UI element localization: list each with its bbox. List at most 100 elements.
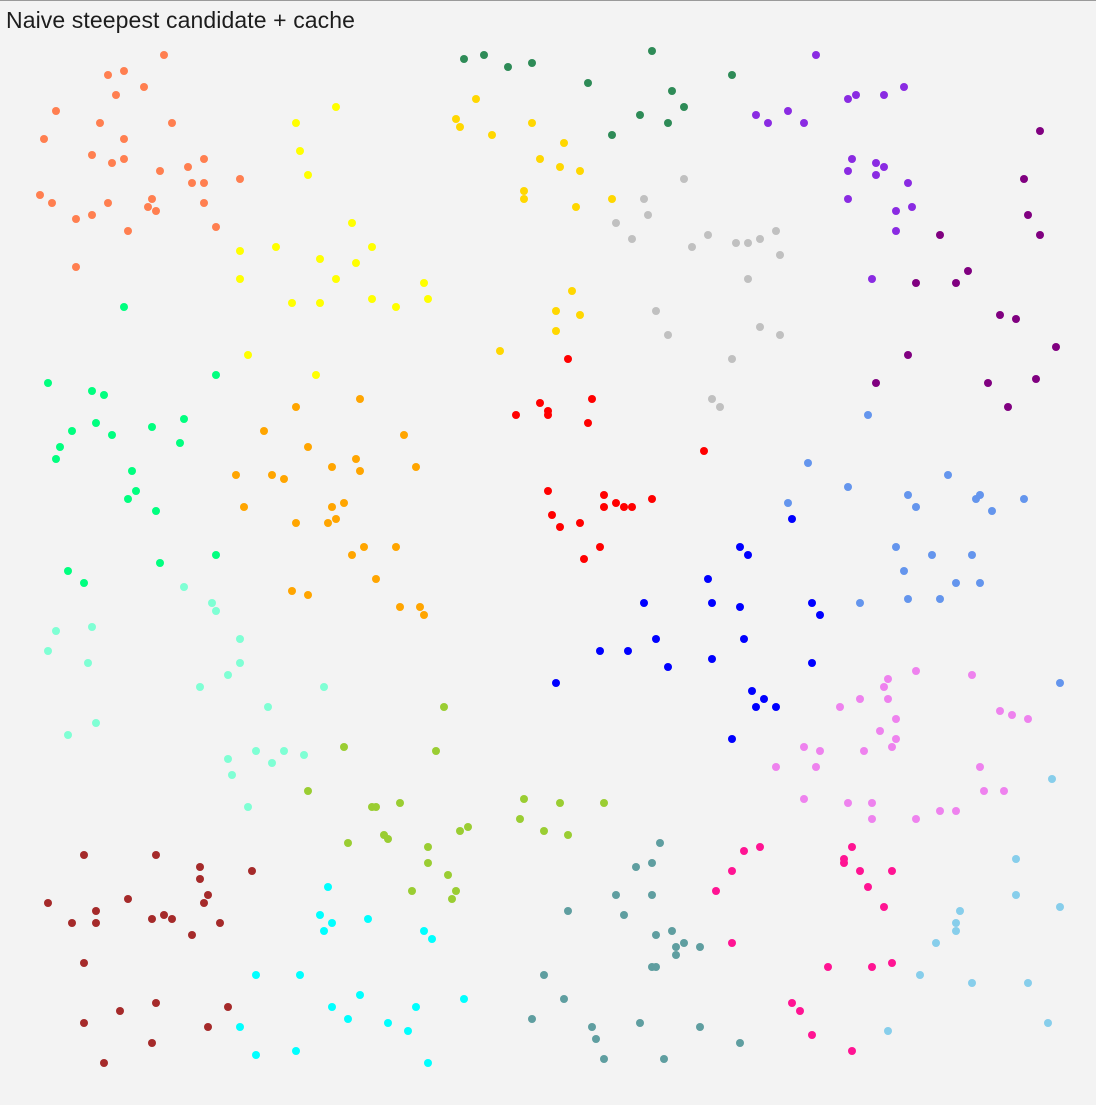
point-cluster	[44, 583, 328, 811]
data-point	[184, 163, 192, 171]
data-point	[552, 307, 560, 315]
data-point	[1056, 903, 1064, 911]
data-point	[600, 491, 608, 499]
data-point	[956, 907, 964, 915]
data-point	[588, 1023, 596, 1031]
data-point	[200, 179, 208, 187]
data-point	[204, 891, 212, 899]
data-point	[80, 959, 88, 967]
data-point	[316, 299, 324, 307]
data-point	[564, 907, 572, 915]
data-point	[292, 119, 300, 127]
data-point	[952, 579, 960, 587]
data-point	[756, 843, 764, 851]
data-point	[200, 155, 208, 163]
data-point	[668, 87, 676, 95]
data-point	[784, 499, 792, 507]
data-point	[696, 1023, 704, 1031]
data-point	[160, 51, 168, 59]
data-point	[848, 1047, 856, 1055]
data-point	[88, 211, 96, 219]
data-point	[952, 927, 960, 935]
data-point	[584, 419, 592, 427]
data-point	[152, 507, 160, 515]
data-point	[528, 1015, 536, 1023]
data-point	[736, 1039, 744, 1047]
data-point	[772, 763, 780, 771]
data-point	[232, 471, 240, 479]
data-point	[512, 411, 520, 419]
data-point	[728, 939, 736, 947]
data-point	[864, 411, 872, 419]
data-point	[620, 503, 628, 511]
data-point	[312, 371, 320, 379]
data-point	[628, 235, 636, 243]
point-cluster	[784, 411, 1064, 687]
data-point	[152, 207, 160, 215]
data-point	[1056, 679, 1064, 687]
data-point	[80, 579, 88, 587]
point-cluster	[552, 515, 824, 743]
data-point	[196, 875, 204, 883]
data-point	[160, 911, 168, 919]
data-point	[52, 107, 60, 115]
data-point	[340, 743, 348, 751]
data-point	[816, 747, 824, 755]
data-point	[864, 883, 872, 891]
data-point	[236, 635, 244, 643]
data-point	[188, 931, 196, 939]
data-point	[496, 347, 504, 355]
data-point	[776, 251, 784, 259]
data-point	[420, 279, 428, 287]
data-point	[556, 523, 564, 531]
data-point	[608, 131, 616, 139]
data-point	[876, 727, 884, 735]
data-point	[516, 815, 524, 823]
data-point	[424, 843, 432, 851]
data-point	[1024, 211, 1032, 219]
data-point	[796, 1007, 804, 1015]
data-point	[776, 331, 784, 339]
data-point	[664, 119, 672, 127]
data-point	[640, 599, 648, 607]
data-point	[460, 995, 468, 1003]
data-point	[612, 219, 620, 227]
data-point	[812, 763, 820, 771]
data-point	[440, 703, 448, 711]
data-point	[1044, 1019, 1052, 1027]
data-point	[736, 603, 744, 611]
data-point	[632, 863, 640, 871]
data-point	[92, 719, 100, 727]
data-point	[808, 599, 816, 607]
data-point	[1012, 315, 1020, 323]
data-point	[112, 91, 120, 99]
data-point	[480, 51, 488, 59]
data-point	[892, 735, 900, 743]
data-point	[784, 107, 792, 115]
data-point	[884, 1027, 892, 1035]
point-cluster	[452, 95, 616, 355]
data-point	[840, 859, 848, 867]
data-point	[848, 155, 856, 163]
data-point	[900, 83, 908, 91]
data-point	[1048, 775, 1056, 783]
data-point	[252, 1051, 260, 1059]
data-point	[800, 795, 808, 803]
data-point	[728, 867, 736, 875]
data-point	[584, 79, 592, 87]
data-point	[928, 551, 936, 559]
data-point	[92, 419, 100, 427]
data-point	[48, 199, 56, 207]
data-point	[804, 459, 812, 467]
data-point	[268, 759, 276, 767]
data-point	[344, 839, 352, 847]
data-point	[596, 543, 604, 551]
data-point	[292, 403, 300, 411]
data-point	[328, 503, 336, 511]
data-point	[236, 175, 244, 183]
data-point	[536, 399, 544, 407]
data-point	[664, 331, 672, 339]
data-point	[108, 431, 116, 439]
data-point	[936, 595, 944, 603]
data-point	[328, 1003, 336, 1011]
